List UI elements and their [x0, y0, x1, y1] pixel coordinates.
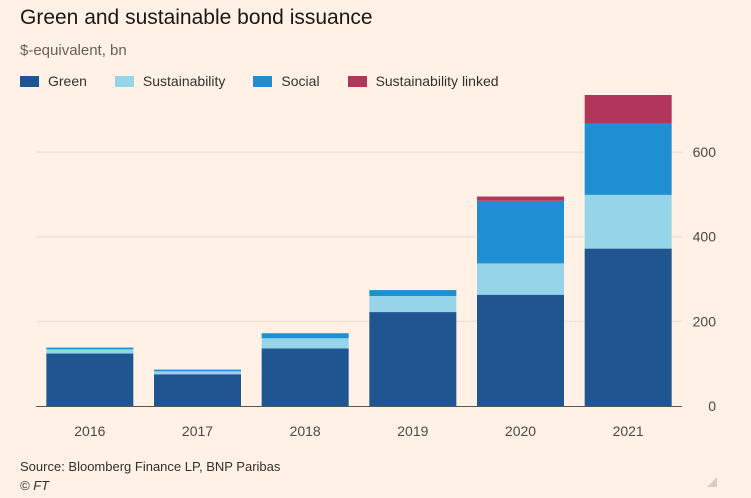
y-tick-label: 200 [693, 313, 717, 329]
y-axis-ticks: 0 200 400 600 [693, 144, 717, 414]
x-tick-label: 2019 [397, 423, 428, 439]
bar-2018-social [261, 333, 349, 339]
x-axis-ticks: 2016 2017 2018 2019 2020 2021 [74, 423, 644, 439]
resize-handle-icon[interactable] [707, 477, 717, 487]
bar-2016-social [46, 347, 134, 350]
legend-label: Green [48, 73, 87, 89]
chart-title: Green and sustainable bond issuance [20, 6, 373, 29]
bar-2020-sustainability-linked [477, 196, 564, 201]
bar-2016-sustainability [46, 349, 134, 354]
bar-2021-sustainability-linked [584, 95, 672, 124]
legend-item-sustainability-linked: Sustainability linked [347, 73, 499, 89]
legend-swatch [347, 75, 367, 87]
bar-2020-green [477, 294, 564, 406]
x-tick-label: 2021 [613, 423, 644, 439]
x-tick-label: 2020 [505, 423, 536, 439]
bar-2021-sustainability [584, 194, 672, 249]
bar-2017-sustainability [154, 371, 241, 375]
x-tick-label: 2017 [182, 423, 213, 439]
legend-label: Sustainability linked [375, 73, 499, 89]
bars [46, 95, 672, 406]
bar-2018-sustainability [261, 338, 349, 349]
legend-swatch [114, 75, 134, 87]
legend-item-sustainability: Sustainability [114, 73, 226, 89]
legend-swatch [253, 75, 273, 87]
legend-label: Social [281, 73, 320, 89]
y-tick-label: 0 [708, 398, 716, 414]
bar-2017-social [154, 369, 241, 372]
bar-2021-social [584, 123, 672, 195]
legend: Green Sustainability Social Sustainability … [20, 73, 527, 89]
bar-2019-sustainability [369, 295, 457, 313]
bar-2018-green [261, 348, 349, 406]
y-tick-label: 400 [693, 229, 717, 245]
source-note: Source: Bloomberg Finance LP, BNP Pariba… [20, 459, 281, 474]
legend-label: Sustainability [142, 73, 226, 89]
legend-swatch [20, 75, 39, 87]
bar-2020-social [477, 200, 564, 264]
x-tick-label: 2018 [290, 423, 321, 439]
legend-item-social: Social [253, 73, 320, 89]
bar-2021-green [584, 248, 672, 406]
bar-2019-social [369, 290, 457, 296]
legend-item-green: Green [20, 73, 87, 89]
bar-2020-sustainability [477, 263, 564, 295]
y-tick-label: 600 [693, 144, 717, 160]
x-tick-label: 2016 [74, 423, 105, 439]
gridlines [36, 151, 682, 407]
bar-2017-green [154, 374, 241, 406]
bar-2019-green [369, 312, 457, 406]
chart-subtitle: $-equivalent, bn [20, 42, 127, 59]
ft-credit: © FT [20, 478, 50, 493]
bar-2016-green [46, 353, 134, 406]
